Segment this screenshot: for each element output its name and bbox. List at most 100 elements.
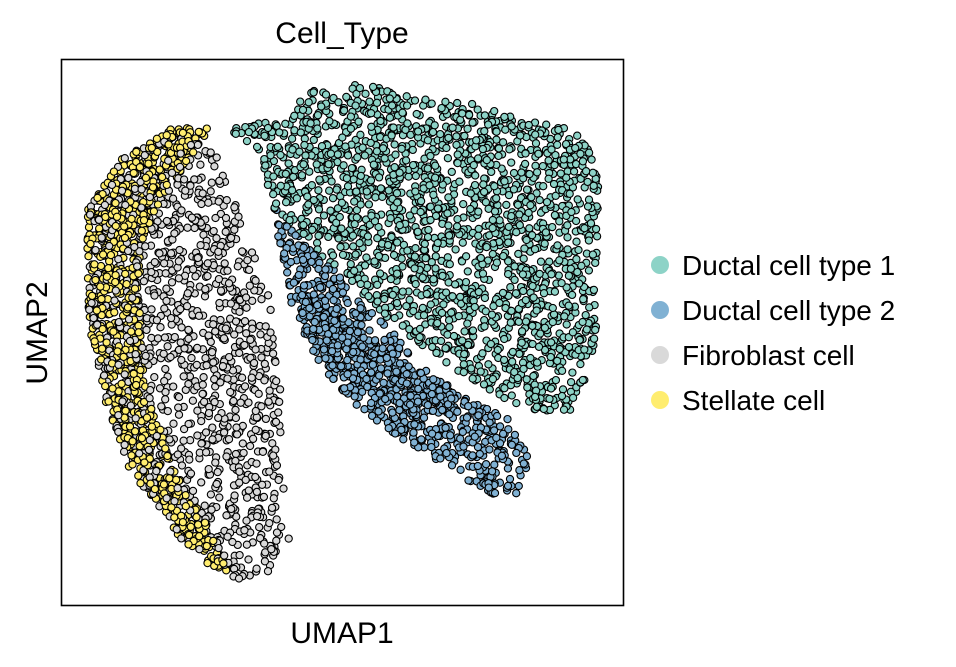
scatter-point — [152, 431, 161, 441]
scatter-point — [469, 160, 478, 170]
scatter-point — [492, 411, 502, 421]
scatter-point — [206, 187, 215, 196]
scatter-point — [580, 345, 589, 354]
scatter-point — [390, 313, 399, 323]
scatter-point — [263, 123, 273, 133]
scatter-point — [579, 295, 588, 304]
scatter-point — [102, 338, 111, 347]
scatter-point — [468, 118, 477, 127]
scatter-point — [401, 156, 411, 165]
scatter-point — [177, 323, 186, 332]
scatter-point — [193, 520, 203, 529]
scatter-point — [130, 284, 140, 293]
scatter-point — [284, 159, 293, 168]
scatter-point — [535, 269, 544, 279]
scatter-point — [350, 219, 359, 229]
scatter-point — [260, 376, 269, 385]
scatter-point — [410, 438, 419, 447]
scatter-point — [325, 186, 334, 195]
scatter-point — [398, 287, 407, 296]
scatter-point — [470, 180, 480, 190]
scatter-point — [134, 328, 143, 337]
scatter-point — [568, 328, 578, 337]
scatter-point — [557, 278, 566, 288]
scatter-point — [458, 336, 467, 345]
scatter-point — [162, 284, 171, 293]
scatter-point — [514, 249, 523, 259]
scatter-point — [555, 344, 564, 354]
scatter-point — [564, 301, 573, 310]
scatter-point — [371, 193, 380, 202]
scatter-point — [410, 252, 420, 261]
scatter-point — [503, 414, 512, 424]
scatter-point — [222, 511, 231, 520]
scatter-point — [359, 333, 368, 342]
scatter-point — [348, 276, 357, 286]
scatter-point — [332, 185, 341, 194]
scatter-point — [364, 292, 373, 301]
scatter-point — [292, 194, 302, 203]
scatter-point — [126, 401, 136, 410]
scatter-point — [235, 550, 244, 560]
scatter-point — [239, 448, 248, 458]
scatter-point — [309, 135, 318, 145]
scatter-point — [365, 97, 374, 106]
scatter-point — [289, 172, 298, 182]
scatter-point — [474, 231, 483, 240]
scatter-point — [538, 161, 548, 171]
scatter-point — [326, 206, 335, 215]
scatter-point — [134, 269, 143, 278]
scatter-point — [230, 225, 239, 234]
scatter-point — [252, 142, 262, 152]
scatter-point — [406, 391, 415, 400]
scatter-point — [280, 249, 289, 258]
scatter-point — [416, 368, 426, 378]
scatter-point — [461, 252, 471, 261]
scatter-point — [272, 515, 281, 524]
scatter-point — [92, 306, 101, 315]
scatter-point — [186, 522, 195, 531]
scatter-point — [121, 200, 130, 210]
scatter-point — [413, 397, 423, 406]
scatter-point — [177, 461, 187, 470]
scatter-point — [423, 136, 433, 145]
scatter-point — [286, 257, 296, 267]
scatter-point — [461, 277, 471, 287]
scatter-point — [168, 194, 178, 203]
scatter-point — [104, 264, 113, 273]
scatter-point — [147, 422, 157, 431]
scatter-point — [109, 167, 119, 176]
scatter-point — [355, 238, 364, 248]
scatter-point — [124, 315, 134, 324]
scatter-point — [392, 269, 402, 278]
scatter-point — [411, 244, 420, 253]
scatter-point — [581, 167, 591, 176]
scatter-point — [578, 317, 587, 327]
scatter-point — [379, 378, 388, 387]
scatter-point — [544, 174, 553, 183]
scatter-point — [169, 419, 178, 428]
scatter-point — [193, 343, 202, 353]
scatter-point — [272, 461, 282, 470]
scatter-point — [338, 250, 348, 259]
scatter-point — [197, 199, 206, 209]
scatter-point — [111, 198, 120, 208]
scatter-point — [263, 291, 273, 300]
scatter-point — [110, 308, 119, 317]
scatter-point — [177, 355, 186, 365]
scatter-point — [588, 168, 598, 177]
scatter-point — [492, 258, 502, 267]
scatter-point — [211, 458, 220, 467]
scatter-point — [574, 279, 584, 288]
scatter-point — [213, 467, 222, 477]
scatter-point — [443, 209, 452, 218]
scatter-point — [446, 431, 455, 440]
scatter-point — [97, 233, 106, 242]
scatter-point — [488, 374, 498, 384]
scatter-point — [209, 226, 218, 236]
scatter-point — [288, 145, 297, 154]
scatter-point — [212, 234, 221, 243]
scatter-point — [193, 253, 202, 263]
scatter-point — [203, 558, 212, 568]
scatter-point — [162, 216, 172, 226]
